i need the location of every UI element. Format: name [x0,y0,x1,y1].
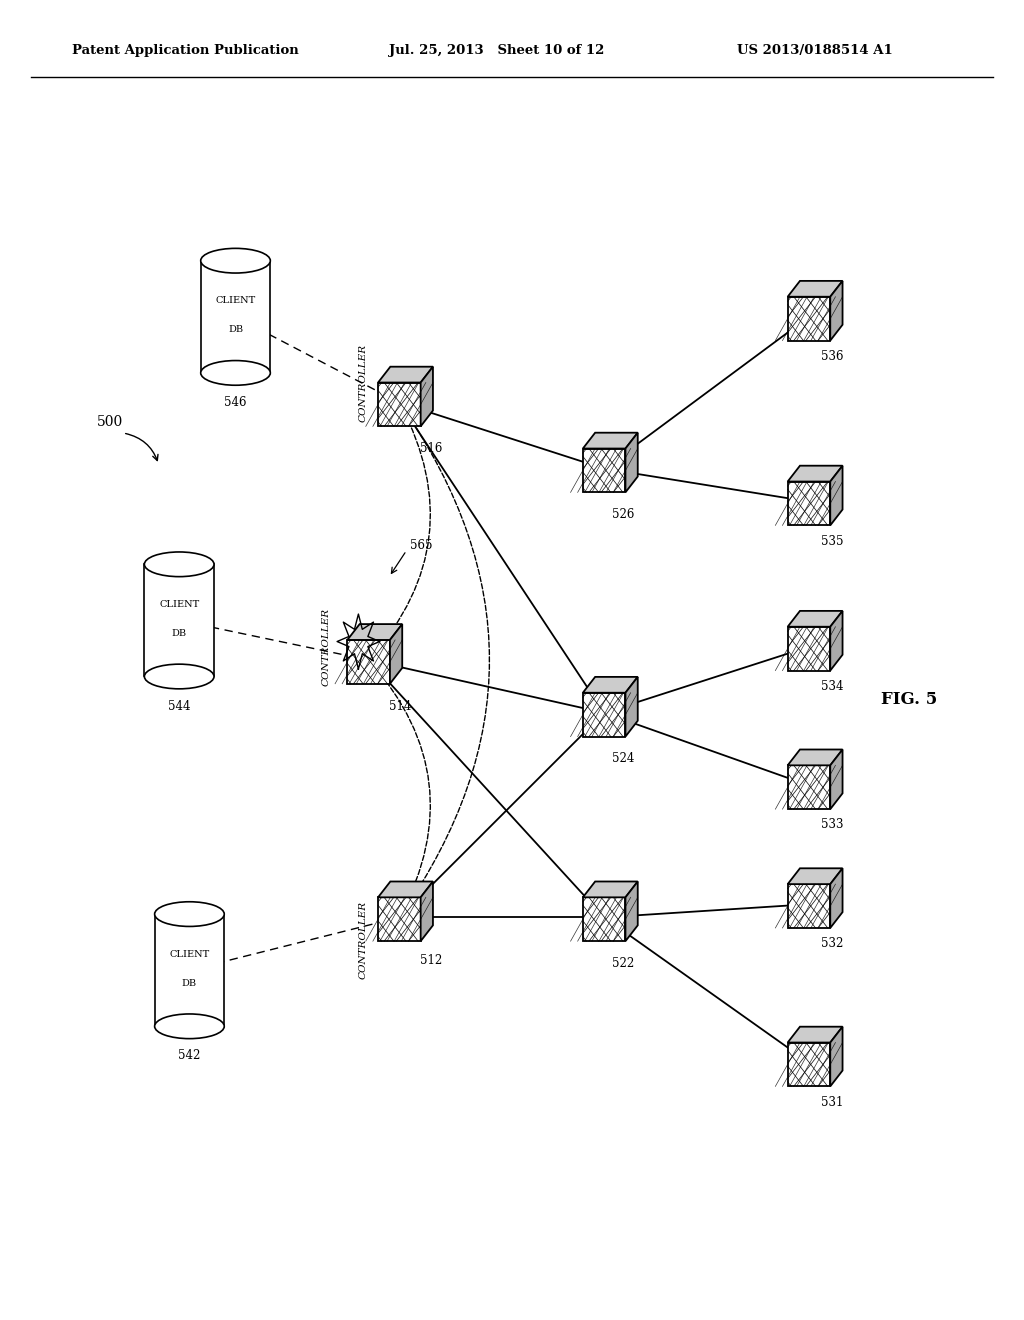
Polygon shape [787,750,843,766]
Polygon shape [830,466,843,525]
Ellipse shape [144,664,214,689]
Polygon shape [787,1043,830,1086]
Text: US 2013/0188514 A1: US 2013/0188514 A1 [737,44,893,57]
Text: 526: 526 [612,508,635,521]
Polygon shape [830,869,843,928]
Polygon shape [583,433,638,449]
Text: FIG. 5: FIG. 5 [881,692,937,708]
Text: 512: 512 [420,954,442,968]
Text: DB: DB [228,326,243,334]
Text: 524: 524 [612,752,635,766]
Polygon shape [787,466,843,482]
Polygon shape [626,433,638,492]
Polygon shape [378,882,433,898]
Text: CONTROLLER: CONTROLLER [322,607,330,686]
Text: 522: 522 [612,957,635,970]
Text: CONTROLLER: CONTROLLER [359,343,368,422]
Text: 514: 514 [389,700,412,713]
Polygon shape [347,624,402,640]
Ellipse shape [201,360,270,385]
Text: CONTROLLER: CONTROLLER [359,900,368,979]
Text: 532: 532 [821,937,844,950]
Text: 534: 534 [821,680,844,693]
Polygon shape [787,1027,843,1043]
Polygon shape [787,869,843,884]
Text: DB: DB [172,630,186,638]
Text: 544: 544 [168,700,190,713]
Polygon shape [830,750,843,809]
Ellipse shape [155,902,224,927]
Polygon shape [421,367,433,426]
Ellipse shape [155,1014,224,1039]
Polygon shape [583,677,638,693]
Text: CLIENT: CLIENT [159,601,200,609]
Text: 546: 546 [224,396,247,409]
Polygon shape [144,565,214,676]
Polygon shape [787,884,830,928]
Polygon shape [787,297,830,341]
Text: Jul. 25, 2013   Sheet 10 of 12: Jul. 25, 2013 Sheet 10 of 12 [389,44,604,57]
Text: CLIENT: CLIENT [215,297,256,305]
Polygon shape [583,882,638,898]
Polygon shape [787,611,843,627]
Polygon shape [626,882,638,941]
Text: Patent Application Publication: Patent Application Publication [72,44,298,57]
Text: 531: 531 [821,1096,844,1109]
Polygon shape [787,281,843,297]
Ellipse shape [144,552,214,577]
Text: 500: 500 [97,416,124,429]
Text: 516: 516 [420,442,442,455]
Ellipse shape [201,248,270,273]
Text: 536: 536 [821,350,844,363]
Polygon shape [390,624,402,684]
Polygon shape [830,1027,843,1086]
Polygon shape [378,383,421,426]
Polygon shape [421,882,433,941]
Text: 533: 533 [821,818,844,832]
Polygon shape [583,898,626,941]
Text: 565: 565 [410,539,432,552]
Polygon shape [787,627,830,671]
Text: DB: DB [182,979,197,987]
Polygon shape [787,766,830,809]
Polygon shape [626,677,638,737]
Polygon shape [830,281,843,341]
Polygon shape [787,482,830,525]
Polygon shape [378,367,433,383]
Text: CLIENT: CLIENT [169,950,210,958]
Text: 542: 542 [178,1049,201,1063]
Polygon shape [583,449,626,492]
Polygon shape [583,693,626,737]
Polygon shape [347,640,390,684]
Text: 535: 535 [821,535,844,548]
Polygon shape [155,913,224,1027]
Polygon shape [830,611,843,671]
Polygon shape [378,898,421,941]
Polygon shape [201,261,270,372]
